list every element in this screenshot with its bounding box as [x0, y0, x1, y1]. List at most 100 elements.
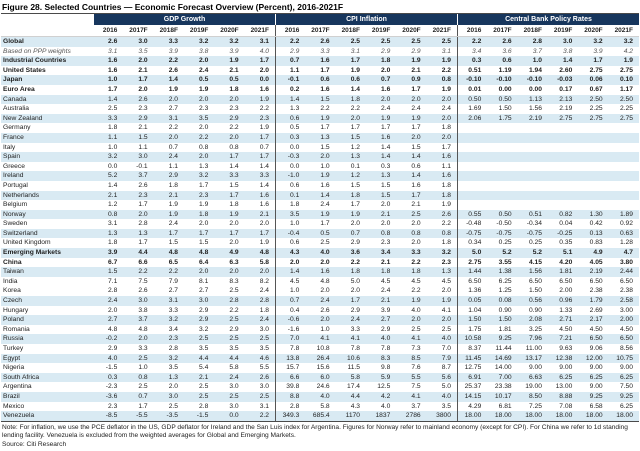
cpi-value: 2.0 — [381, 201, 391, 209]
cpi-value: -1.0 — [275, 171, 305, 181]
cpi-value: 1.1 — [275, 65, 305, 76]
gdp-value: 1.1 — [108, 133, 118, 141]
gdp-value: 1.1 — [138, 143, 148, 151]
cpi-value: 0.9 — [411, 76, 421, 84]
cb-value: 0.50 — [498, 210, 512, 218]
cb-value: 1.81 — [498, 325, 512, 333]
cpi-value: 2.3 — [381, 239, 391, 247]
gdp-value: 2.2 — [168, 57, 178, 65]
gdp-value: 2.0 — [259, 220, 269, 228]
cpi-value: 1.3 — [320, 133, 330, 141]
country-name: Poland — [3, 316, 24, 324]
year-header-cb: 2018F — [523, 27, 542, 34]
cpi-value: 2.0 — [381, 220, 391, 228]
gdp-value: -0.2 — [105, 335, 118, 343]
cpi-value: 5.0 — [350, 277, 360, 285]
cpi-value: 1.5 — [350, 133, 360, 141]
cpi-value: 2.0 — [441, 133, 451, 141]
group-header-policy-rates: Central Bank Policy Rates — [458, 14, 639, 25]
cb-value: 1.17 — [619, 85, 633, 93]
cb-value — [457, 132, 487, 143]
gdp-value: 3.9 — [168, 47, 178, 55]
gdp-value: 2.9 — [108, 345, 118, 352]
cb-value — [578, 181, 608, 191]
gdp-value: 2.6 — [138, 95, 148, 103]
cb-value: 9.25 — [589, 392, 603, 400]
cpi-value: 11.5 — [347, 364, 360, 372]
cb-value: 1.50 — [528, 287, 542, 295]
gdp-value: 2.5 — [229, 316, 239, 324]
cb-value: 18.00 — [494, 412, 512, 420]
cb-value: 1.56 — [528, 268, 542, 276]
cb-value: 9.63 — [559, 345, 573, 352]
gdp-value: 1.9 — [229, 210, 239, 218]
cb-value: 3.2 — [593, 38, 603, 45]
country-name: Greece — [3, 162, 25, 170]
cb-value — [457, 190, 487, 201]
table-row: New Zealand 3.3 2.9 3.1 3.5 2.9 2.3 0.6 1.9 2.0 1.… — [1, 113, 639, 124]
year-header-gdp: 2020F — [220, 27, 239, 34]
gdp-value: 2.6 — [259, 373, 269, 381]
gdp-value: 1.6 — [108, 57, 118, 65]
cpi-value: 4.2 — [381, 392, 391, 400]
cpi-value: 4.5 — [441, 277, 451, 285]
gdp-value: 2.9 — [168, 172, 178, 180]
country-name: Spain — [3, 153, 21, 161]
cb-value: 1.50 — [498, 105, 512, 113]
cb-value: 4.15 — [528, 258, 542, 266]
year-header-gdp: 2016 — [102, 27, 118, 34]
cpi-value: 4.0 — [441, 335, 451, 343]
country-name: Italy — [3, 143, 16, 151]
cb-value: -0.03 — [557, 76, 573, 84]
cb-value: 3.4 — [457, 46, 487, 57]
cpi-value: 2.2 — [411, 287, 421, 295]
cpi-value: 2.0 — [320, 153, 330, 161]
country-name: Korea — [3, 287, 21, 295]
gdp-value: 3.2 — [199, 38, 209, 45]
cb-value: 4.29 — [457, 401, 487, 412]
gdp-value: 2.7 — [168, 105, 178, 113]
cb-value: -0.75 — [496, 229, 512, 237]
cpi-value: 15.6 — [316, 364, 330, 372]
cb-value: 3.8 — [563, 47, 573, 55]
cb-value: 9.25 — [498, 335, 512, 343]
cpi-value: 1.4 — [411, 172, 421, 180]
cb-value — [487, 143, 517, 153]
gdp-value: 1.7 — [108, 85, 118, 93]
gdp-value: 2.2 — [138, 268, 148, 276]
gdp-value: 3.0 — [138, 38, 148, 45]
cb-value — [518, 162, 548, 172]
cpi-value: 1.0 — [275, 286, 305, 297]
gdp-value: 1.7 — [259, 57, 269, 65]
country-name: United Kingdom — [3, 239, 51, 247]
cb-value — [578, 143, 608, 153]
cb-value: 8.37 — [457, 344, 487, 354]
figure-title: Figure 28. Selected Countries — Economic… — [2, 2, 344, 12]
cb-value: 9.00 — [619, 364, 633, 372]
country-name: South Africa — [3, 373, 40, 381]
cb-value: 0.51 — [528, 210, 542, 218]
cb-value: 11.45 — [457, 353, 487, 364]
cb-value: 0.00 — [498, 85, 512, 93]
country-name: India — [3, 277, 18, 285]
cpi-value: 1.7 — [350, 124, 360, 132]
gdp-value: 1.5 — [229, 181, 239, 189]
cpi-value: 1.3 — [275, 104, 305, 114]
cb-value: 0.90 — [498, 306, 512, 314]
cb-value: 3.7 — [532, 47, 542, 55]
cpi-value: 17.4 — [346, 383, 360, 391]
cpi-value: 1.7 — [411, 85, 421, 93]
cpi-value: 1.9 — [411, 297, 421, 305]
cpi-value: 3.7 — [411, 402, 421, 410]
cb-value — [548, 143, 578, 153]
cpi-value: 1.5 — [320, 95, 330, 103]
cb-value: 1.13 — [528, 95, 542, 103]
cpi-value: 4.1 — [411, 392, 421, 400]
cpi-value: 1.9 — [350, 66, 360, 74]
gdp-value: 2.4 — [259, 287, 269, 295]
cpi-value: -0.6 — [275, 315, 305, 325]
country-name: France — [3, 133, 24, 141]
cpi-value: 4.0 — [381, 335, 391, 343]
country-name: Switzerland — [3, 229, 38, 237]
gdp-value: 6.6 — [138, 258, 148, 266]
